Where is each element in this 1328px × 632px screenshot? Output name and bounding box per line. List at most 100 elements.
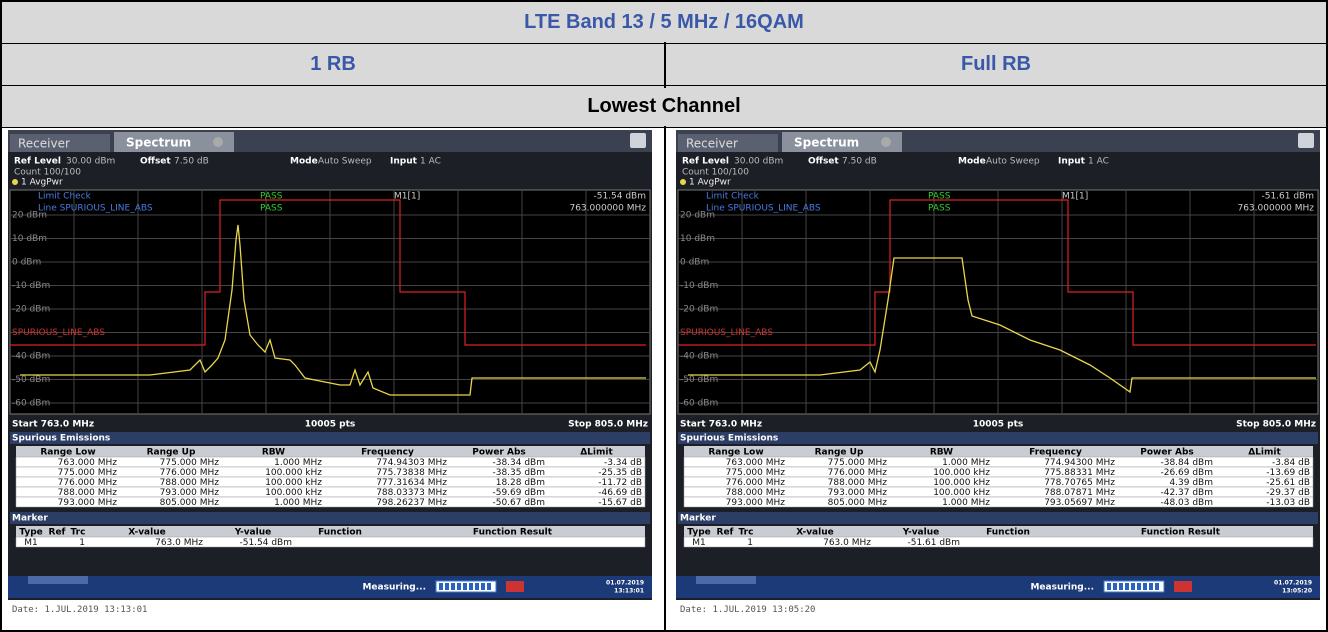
progress-step <box>457 583 461 590</box>
cell: -13.03 dB <box>1266 498 1310 508</box>
column-header: X-value <box>796 528 833 538</box>
cell: -13.69 dB <box>1266 468 1310 478</box>
column-header: Trc <box>739 528 754 538</box>
title-row: LTE Band 13 / 5 MHz / 16QAM <box>2 2 1326 44</box>
status-time: 13:13:01 <box>614 588 644 595</box>
progress-step <box>439 583 443 590</box>
info-text: Input <box>1058 157 1086 167</box>
status-time: 13:05:20 <box>1282 588 1312 595</box>
y-label: -50 dBm <box>680 375 718 385</box>
progress-step <box>475 583 479 590</box>
y-label: -40 dBm <box>680 352 718 362</box>
info-text: Auto Sweep <box>986 157 1040 167</box>
y-label: SPURIOUS_LINE_ABS <box>12 328 105 338</box>
cell: 793.000 MHz <box>726 498 786 508</box>
cell: 793.05697 MHz <box>1044 498 1115 508</box>
info-text: Count 100/100 <box>682 168 749 178</box>
cell: -15.67 dB <box>598 498 642 508</box>
cell: 778.70765 MHz <box>1044 478 1115 488</box>
column-header: ΔLimit <box>1248 448 1281 458</box>
table-row <box>16 537 645 547</box>
info-text: 30.00 dBm <box>734 157 783 167</box>
tab-label: Receiver <box>18 137 70 151</box>
info-text: 7.50 dB <box>174 157 209 167</box>
section-header <box>10 512 650 524</box>
cell: 775.88331 MHz <box>1044 468 1115 478</box>
cell: -38.35 dBm <box>492 468 545 478</box>
tab-label: Spectrum <box>794 136 859 150</box>
y-label: 0 dBm <box>680 258 709 268</box>
info-text: 10005 pts <box>973 420 1024 430</box>
info-text: Line SPURIOUS_LINE_ABS <box>38 204 153 214</box>
info-text: Count 100/100 <box>14 168 81 178</box>
cell: 793.000 MHz <box>58 498 118 508</box>
progress-step <box>469 583 473 590</box>
cell: 774.94303 MHz <box>376 458 447 468</box>
info-text: Offset <box>140 157 171 167</box>
cell: 776.000 MHz <box>160 468 220 478</box>
cell: 4.39 dBm <box>1169 478 1213 488</box>
cell: 776.000 MHz <box>58 478 118 488</box>
cell: 100.000 kHz <box>265 488 322 498</box>
cell: -11.72 dB <box>598 478 642 488</box>
table-header <box>16 446 645 457</box>
column-header: Y-value <box>234 528 271 538</box>
cell: -26.69 dBm <box>1160 468 1213 478</box>
cell: -25.61 dB <box>1266 478 1310 488</box>
table-header <box>684 446 1313 457</box>
cell: -51.61 dBm <box>907 538 960 548</box>
progress-step <box>1131 583 1135 590</box>
cell: 18.28 dBm <box>496 478 545 488</box>
cell: 774.94300 MHz <box>1044 458 1115 468</box>
info-text: Marker <box>12 514 48 524</box>
column-header: Range Low <box>40 448 95 458</box>
cell: 1 <box>79 538 85 548</box>
cell: 777.31634 MHz <box>376 478 447 488</box>
info-text: 763.000000 MHz <box>1237 204 1314 214</box>
cell: 775.000 MHz <box>828 458 888 468</box>
status-date: 01.07.2019 <box>1274 580 1312 587</box>
cell: -29.37 dB <box>1266 488 1310 498</box>
column-header: X-value <box>128 528 165 538</box>
y-label: -20 dBm <box>12 305 50 315</box>
column-header: Power Abs <box>1140 448 1194 458</box>
cell: -48.03 dBm <box>1160 498 1213 508</box>
divider <box>664 126 666 632</box>
info-text: Limit Check <box>38 192 92 202</box>
progress-step <box>1107 583 1111 590</box>
column-header: Full RB <box>961 53 1031 76</box>
info-text: -51.61 dBm <box>1261 192 1314 202</box>
y-label: -10 dBm <box>680 281 718 291</box>
progress-step <box>1155 583 1159 590</box>
cell: -59.69 dBm <box>492 488 545 498</box>
cell: 100.000 kHz <box>265 478 322 488</box>
column-header: Power Abs <box>472 448 526 458</box>
column-header: RBW <box>930 448 953 458</box>
table-row <box>684 537 1313 547</box>
column-header: Function <box>318 528 362 538</box>
date: Date: 1.JUL.2019 13:05:20 <box>680 605 815 615</box>
y-label: -60 dBm <box>680 399 718 409</box>
cell: 100.000 kHz <box>933 478 990 488</box>
progress-step <box>481 583 485 590</box>
cell: 793.000 MHz <box>160 488 220 498</box>
cell: 798.26237 MHz <box>376 498 447 508</box>
column-header: Range Up <box>147 448 196 458</box>
cell: -42.37 dBm <box>1160 488 1213 498</box>
status-bar <box>8 576 652 598</box>
cell: 788.000 MHz <box>726 488 786 498</box>
y-label: 10 dBm <box>680 234 715 244</box>
cell: 775.000 MHz <box>58 468 118 478</box>
y-label: -60 dBm <box>12 399 50 409</box>
column-header: Type <box>687 528 710 538</box>
info-text: Stop 805.0 MHz <box>1236 420 1316 430</box>
cell: 100.000 kHz <box>265 468 322 478</box>
cell: 805.000 MHz <box>160 498 220 508</box>
info-text: PASS <box>928 192 951 202</box>
column-header: Frequency <box>361 448 414 458</box>
cell: 805.000 MHz <box>828 498 888 508</box>
status-icon <box>506 581 524 592</box>
row-label: Lowest Channel <box>587 95 740 118</box>
cell: 763.000 MHz <box>58 458 118 468</box>
